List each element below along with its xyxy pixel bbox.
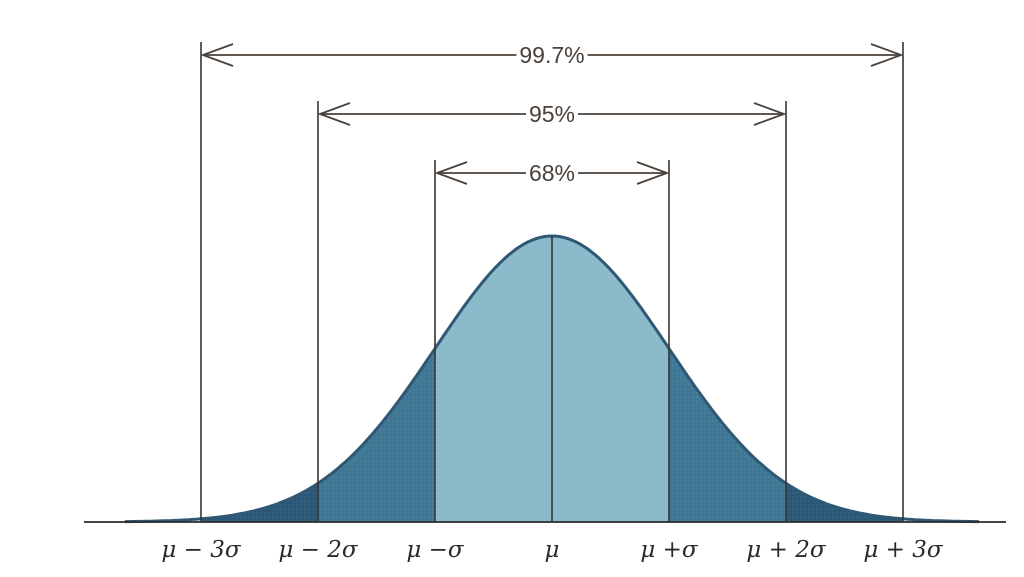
- tick-labels: μ − 3σ μ − 2σ μ −σ μ μ +σ μ + 2σ μ + 3σ: [161, 537, 943, 563]
- tick-label-mu-plus-1-sigma: μ +σ: [640, 537, 699, 563]
- interval-label-3sigma: 99.7%: [519, 42, 584, 68]
- interval-arrow-3sigma: [200, 43, 904, 67]
- interval-labels: 99.7% 95% 68%: [519, 42, 584, 186]
- interval-arrow-2sigma: [317, 102, 787, 126]
- tick-label-mu-plus-2-sigma: μ + 2σ: [746, 537, 826, 563]
- tick-label-mu-minus-2-sigma: μ − 2σ: [278, 537, 358, 563]
- tick-label-mu-plus-3-sigma: μ + 3σ: [863, 537, 943, 563]
- tick-label-mu: μ: [545, 537, 560, 563]
- tick-label-mu-minus-3-sigma: μ − 3σ: [161, 537, 241, 563]
- interval-arrow-1sigma: [434, 161, 670, 185]
- interval-label-2sigma: 95%: [529, 101, 575, 127]
- interval-label-1sigma: 68%: [529, 160, 575, 186]
- tick-label-mu-minus-1-sigma: μ −σ: [406, 537, 465, 563]
- interval-arrows: [200, 43, 904, 185]
- sigma-lines: [200, 42, 904, 522]
